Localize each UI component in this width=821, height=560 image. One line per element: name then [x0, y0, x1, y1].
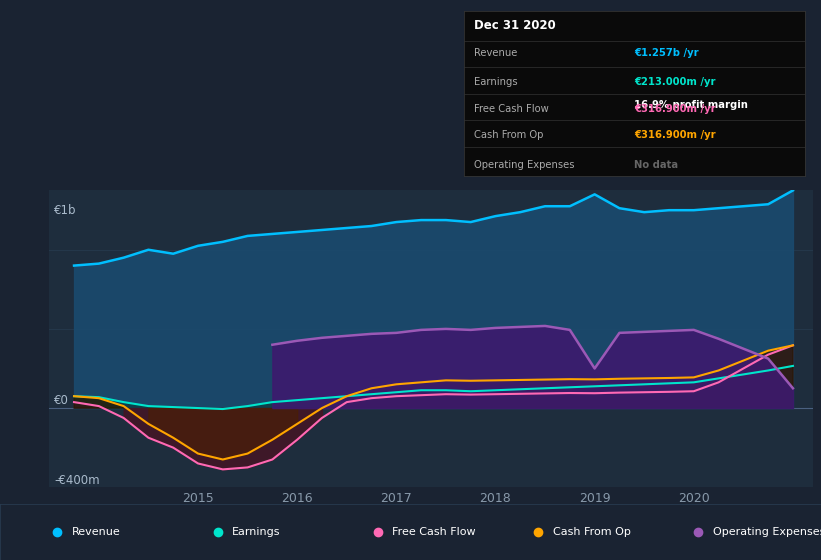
- Text: €1b: €1b: [54, 204, 76, 217]
- Text: Cash From Op: Cash From Op: [553, 527, 631, 537]
- Text: Dec 31 2020: Dec 31 2020: [474, 20, 556, 32]
- Text: €316.900m /yr: €316.900m /yr: [635, 104, 716, 114]
- Text: Operating Expenses: Operating Expenses: [474, 160, 575, 170]
- Text: Operating Expenses: Operating Expenses: [713, 527, 821, 537]
- Text: Cash From Op: Cash From Op: [474, 130, 544, 140]
- Text: €1.257b /yr: €1.257b /yr: [635, 48, 699, 58]
- Text: €213.000m /yr: €213.000m /yr: [635, 77, 716, 87]
- Text: Earnings: Earnings: [232, 527, 281, 537]
- Text: Revenue: Revenue: [72, 527, 121, 537]
- Text: 16.9% profit margin: 16.9% profit margin: [635, 100, 748, 110]
- Text: Free Cash Flow: Free Cash Flow: [474, 104, 548, 114]
- Text: -€400m: -€400m: [54, 474, 100, 487]
- Text: Free Cash Flow: Free Cash Flow: [392, 527, 476, 537]
- Text: Earnings: Earnings: [474, 77, 518, 87]
- Text: No data: No data: [635, 160, 678, 170]
- Text: €316.900m /yr: €316.900m /yr: [635, 130, 716, 140]
- Text: €0: €0: [54, 394, 69, 407]
- Text: Revenue: Revenue: [474, 48, 517, 58]
